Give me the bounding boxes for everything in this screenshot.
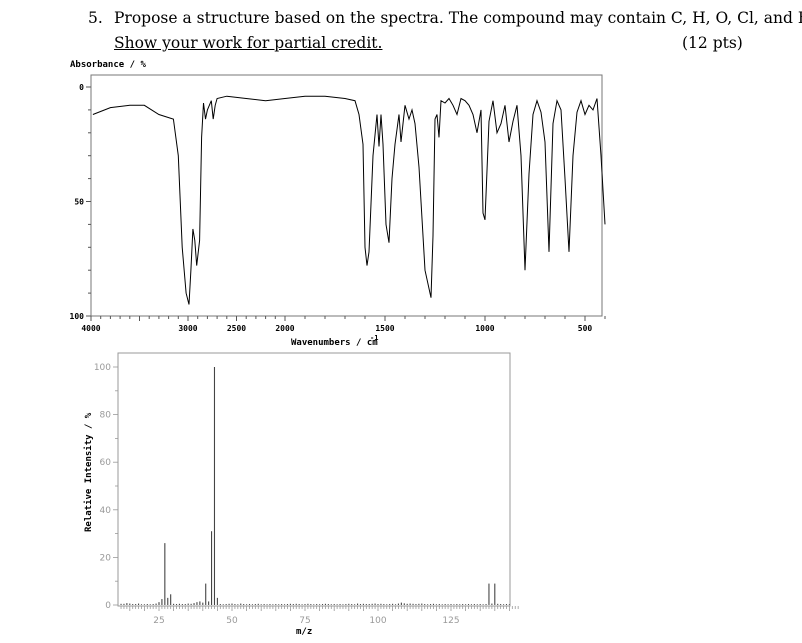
ms-plot-frame (117, 352, 511, 607)
ir-ticks (86, 86, 606, 321)
ir-y-tick-label: 0 (79, 83, 84, 92)
question-text: Propose a structure based on the spectra… (114, 9, 802, 27)
ir-y-tick-labels: 0 50 100 (70, 83, 85, 321)
ir-x-tick-label: 2500 (227, 324, 246, 333)
ms-x-tick-label: 75 (299, 616, 310, 626)
ir-ylabel: Absorbance / % (70, 60, 146, 70)
ir-x-tick-label: 4000 (81, 324, 100, 333)
ir-trace-line (92, 95, 606, 305)
ms-y-tick-label: 80 (100, 411, 112, 421)
ms-x-tick-label: 100 (369, 616, 386, 626)
ms-y-tick-label: 20 (100, 553, 112, 563)
ms-x-tick-label: 125 (442, 616, 459, 626)
ms-ticks (113, 366, 519, 611)
ir-x-tick-label: 3000 (178, 324, 197, 333)
ms-bars (120, 367, 510, 605)
ms-x-tick-labels: 25 50 75 100 125 (153, 616, 459, 626)
question-points: (12 pts) (682, 34, 743, 52)
ir-y-tick-label: 100 (70, 312, 85, 321)
ms-y-tick-label: 0 (105, 601, 111, 611)
ms-xlabel: m/z (296, 627, 312, 637)
ir-plot-frame (90, 74, 603, 317)
ir-y-tick-label: 50 (74, 198, 84, 207)
question-subtext: Show your work for partial credit. (114, 34, 383, 52)
question-number: 5. (88, 9, 103, 27)
ir-x-tick-labels: 4000 3000 2500 2000 1500 1000 500 (81, 324, 592, 333)
ms-y-tick-label: 60 (100, 458, 112, 468)
ir-x-tick-label: 1500 (375, 324, 394, 333)
ir-x-tick-label: 2000 (275, 324, 294, 333)
ms-x-tick-label: 25 (153, 616, 164, 626)
ms-y-tick-label: 100 (94, 363, 111, 373)
ir-x-tick-label: 500 (578, 324, 593, 333)
ir-x-tick-label: 1000 (475, 324, 494, 333)
ir-xlabel: Wavenumbers / cm (291, 338, 378, 348)
ir-xlabel-superscript: -1 (370, 334, 378, 342)
ms-y-tick-labels: 0 20 40 60 80 100 (94, 363, 111, 611)
ms-x-tick-label: 50 (226, 616, 238, 626)
ms-y-tick-label: 40 (100, 506, 112, 516)
ir-spectrum: Absorbance / % 4000 3000 2500 2000 1500 1000 5… (70, 60, 606, 348)
ms-ylabel: Relative Intensity / % (83, 412, 94, 532)
mass-spectrum: 25 50 75 100 125 0 20 40 60 80 100 Relative Inten… (83, 352, 519, 637)
